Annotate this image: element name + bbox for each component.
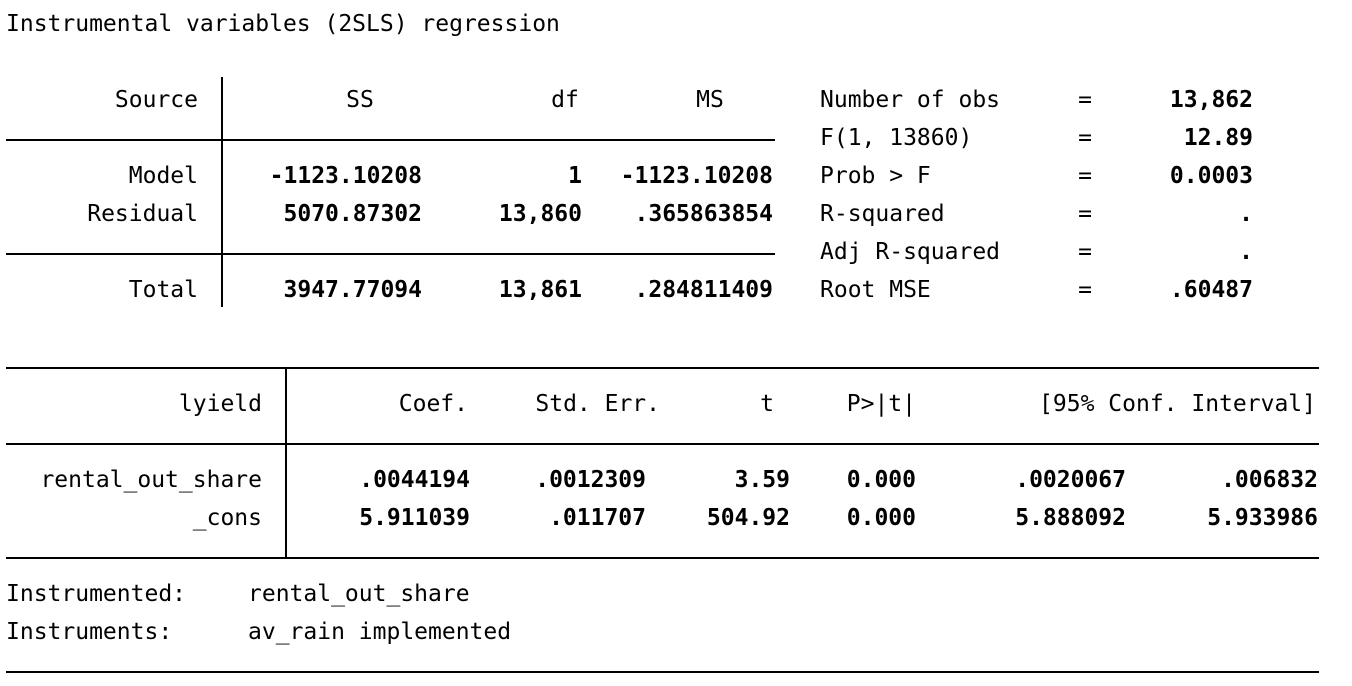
coef-row-coef: .0044194 [359,467,470,493]
anova-row-ss: 5070.87302 [283,201,422,227]
stat-equals: = [1078,87,1092,113]
stat-value: 13,862 [1169,87,1253,113]
coef-row-ci-high: .006832 [1221,467,1318,493]
stat-label: Root MSE [820,277,931,303]
coef-top-rule [6,367,1319,369]
coef-row-ci-low: .0020067 [1015,467,1126,493]
anova-total-df: 13,861 [498,277,582,303]
coef-row-ci-low: 5.888092 [1015,505,1126,531]
anova-row-df: 13,860 [498,201,582,227]
coef-row-coef: 5.911039 [359,505,470,531]
anova-header-ss: SS [346,87,374,113]
stat-value: . [1239,201,1253,227]
coef-vertical-rule [285,368,287,558]
instruments-value: av_rain implemented [248,619,512,645]
anova-total-rule [6,253,775,255]
page-title: Instrumental variables (2SLS) regression [6,11,560,37]
anova-header-rule [6,139,775,141]
stat-equals: = [1078,239,1092,265]
coef-row-var: _cons [192,505,262,531]
anova-header-df: df [551,87,579,113]
coef-row-p: 0.000 [846,505,916,531]
anova-row-ms: -1123.10208 [620,163,773,189]
instrumented-value: rental_out_share [248,581,470,607]
coef-header-rule [6,443,1319,445]
coef-header-ci: [95% Conf. Interval] [1039,391,1316,417]
stat-value: 12.89 [1183,125,1253,151]
coef-row-p: 0.000 [846,467,916,493]
stat-value: . [1239,239,1253,265]
stat-label: R-squared [820,201,945,227]
anova-vertical-rule [221,77,223,307]
stat-equals: = [1078,277,1092,303]
coef-header-p: P>|t| [846,391,916,417]
instruments-label: Instruments: [6,619,173,645]
coef-row-ci-high: 5.933986 [1207,505,1318,531]
stat-label: Prob > F [820,163,931,189]
stat-value: .60487 [1169,277,1253,303]
coef-header-coef: Coef. [398,391,468,417]
anova-total-ms: .284811409 [634,277,773,303]
coef-bottom-rule [6,557,1319,559]
stat-label: F(1, 13860) [820,125,973,151]
coef-header-depvar: lyield [178,391,262,417]
coef-row-t: 3.59 [734,467,790,493]
coef-row-t: 504.92 [706,505,790,531]
coef-row-var: rental_out_share [40,467,262,493]
anova-header-source: Source [114,87,198,113]
anova-row-source: Residual [87,201,198,227]
anova-total-ss: 3947.77094 [283,277,422,303]
anova-header-ms: MS [696,87,724,113]
stat-label: Number of obs [820,87,1001,113]
coef-header-t: t [760,391,774,417]
anova-total-source: Total [128,277,198,303]
anova-row-ss: -1123.10208 [269,163,422,189]
coef-row-se: .0012309 [535,467,646,493]
stat-equals: = [1078,163,1092,189]
anova-row-df: 1 [568,163,582,189]
stat-label: Adj R-squared [820,239,1001,265]
stat-value: 0.0003 [1169,163,1253,189]
coef-row-se: .011707 [549,505,646,531]
anova-row-source: Model [128,163,198,189]
anova-row-ms: .365863854 [634,201,773,227]
stat-equals: = [1078,125,1092,151]
instrumented-label: Instrumented: [6,581,187,607]
coef-header-se: Std. Err. [535,391,660,417]
footer-rule [6,671,1319,673]
stat-equals: = [1078,201,1092,227]
